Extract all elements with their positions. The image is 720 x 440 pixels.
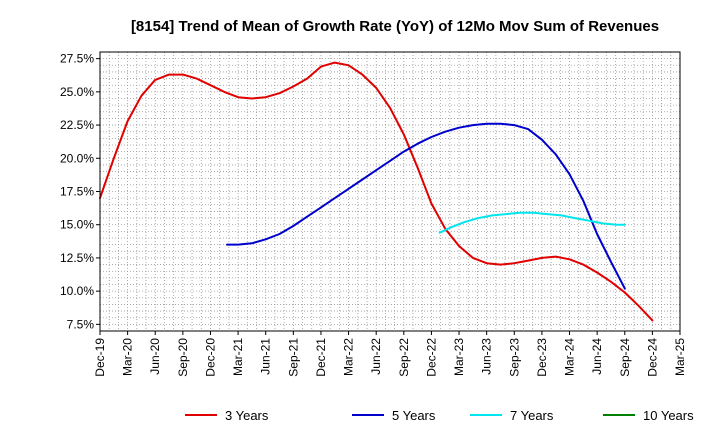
x-tick-label: Dec-22 <box>424 338 438 377</box>
x-tick-label: Sep-20 <box>176 338 190 377</box>
x-tick-label: Jun-22 <box>369 338 383 375</box>
y-tick-label: 22.5% <box>60 118 94 132</box>
series-line-3-years <box>99 61 654 322</box>
x-tick-label: Dec-24 <box>645 338 659 377</box>
x-tick-label: Jun-20 <box>148 338 162 375</box>
x-axis: Dec-19 Mar-20 Jun-20 Sep-20 Dec-20 Mar-21 Jun-… <box>93 331 687 377</box>
x-tick-label: Sep-22 <box>397 338 411 377</box>
y-tick-label: 7.5% <box>67 317 95 331</box>
y-tick-label: 12.5% <box>60 251 94 265</box>
x-tick-label: Sep-24 <box>618 338 632 377</box>
y-tick-label: 17.5% <box>60 185 94 199</box>
legend-label: 3 Years <box>225 408 269 423</box>
x-tick-label: Mar-24 <box>563 338 577 376</box>
x-tick-label: Jun-23 <box>480 338 494 375</box>
y-axis: 7.5% 10.0% 12.5% 15.0% 17.5% 20.0% 22.5% 25.0% 2… <box>60 52 100 331</box>
y-tick-label: 20.0% <box>60 151 94 165</box>
x-tick-label: Dec-21 <box>314 338 328 377</box>
x-tick-label: Dec-20 <box>203 338 217 377</box>
legend-label: 7 Years <box>510 408 554 423</box>
series-layer <box>99 61 654 322</box>
x-tick-label: Mar-22 <box>342 338 356 376</box>
x-tick-label: Mar-20 <box>121 338 135 376</box>
y-tick-label: 10.0% <box>60 284 94 298</box>
y-tick-label: 25.0% <box>60 85 94 99</box>
legend-label: 10 Years <box>643 408 694 423</box>
x-tick-label: Dec-19 <box>93 338 107 377</box>
grid-layer <box>99 52 681 331</box>
series-line-5-years <box>226 122 626 290</box>
x-tick-label: Sep-23 <box>507 338 521 377</box>
series-line-7-years <box>438 211 626 234</box>
y-tick-label: 15.0% <box>60 218 94 232</box>
y-tick-label: 27.5% <box>60 52 94 66</box>
x-tick-label: Sep-21 <box>286 338 300 377</box>
chart-title: [8154] Trend of Mean of Growth Rate (YoY… <box>131 18 659 35</box>
legend-label: 5 Years <box>392 408 436 423</box>
x-tick-label: Mar-23 <box>452 338 466 376</box>
x-tick-label: Dec-23 <box>535 338 549 377</box>
x-tick-label: Mar-21 <box>231 338 245 376</box>
legend: 3 Years 5 Years 7 Years 10 Years <box>185 408 694 423</box>
x-tick-label: Mar-25 <box>673 338 687 376</box>
x-tick-label: Jun-24 <box>590 338 604 375</box>
x-tick-label: Jun-21 <box>259 338 273 375</box>
